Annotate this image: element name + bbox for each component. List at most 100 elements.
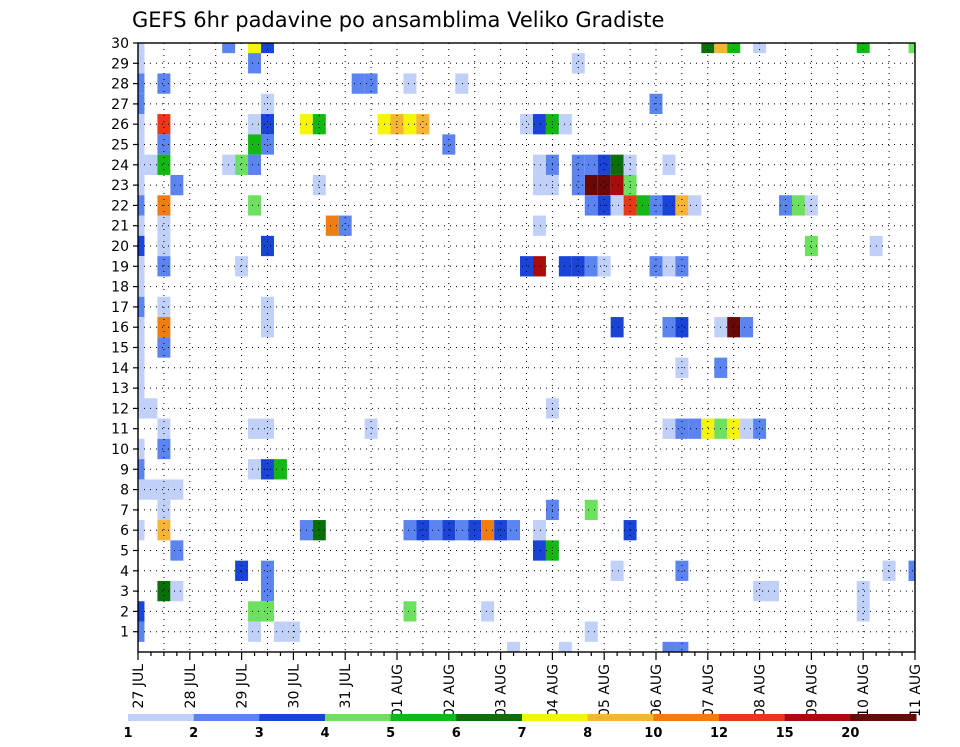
heatmap-cell (571, 174, 585, 196)
heatmap-cell (261, 134, 274, 155)
heatmap-cell (261, 43, 274, 54)
heatmap-cell (138, 134, 145, 155)
colorbar-label: 8 (583, 726, 592, 741)
heatmap-cell (170, 174, 184, 196)
colorbar-label: 1 (123, 726, 132, 741)
x-tick-label: 02 AUG (442, 664, 458, 717)
colorbar-swatch (719, 714, 786, 721)
heatmap-cell (138, 398, 145, 419)
x-tick-label: 27 JUL (131, 664, 147, 709)
heatmap-cell (662, 418, 676, 439)
heatmap-cell (610, 174, 624, 196)
heatmap-cell (740, 418, 754, 439)
heatmap-cell (610, 195, 624, 216)
heatmap-cell (273, 621, 287, 642)
y-tick-label: 26 (111, 117, 129, 133)
heatmap-cell (455, 520, 469, 541)
y-tick-label: 24 (111, 158, 129, 174)
heatmap-cell (532, 256, 546, 277)
heatmap-cell (804, 235, 818, 257)
y-tick-label: 7 (120, 503, 129, 519)
heatmap-cell (662, 195, 676, 216)
x-tick-label: 31 JUL (338, 664, 354, 709)
heatmap-cell (429, 520, 443, 541)
heatmap-cell (727, 43, 741, 54)
colorbar-swatch (587, 714, 654, 721)
heatmap-cell (481, 601, 495, 622)
heatmap-cell (662, 256, 676, 277)
heatmap-cell (261, 418, 274, 439)
x-tick-label: 10 AUG (856, 664, 872, 717)
y-tick-label: 12 (111, 401, 129, 417)
colorbar-swatch (390, 714, 457, 721)
heatmap-cell (138, 235, 145, 257)
heatmap-cell (908, 43, 915, 54)
heatmap-cell (138, 479, 145, 500)
heatmap-cell (170, 479, 184, 500)
heatmap-cell (584, 174, 598, 196)
heatmap-cell (138, 337, 145, 358)
heatmap-cell (597, 256, 611, 277)
x-tick-label: 30 JUL (286, 664, 302, 709)
heatmap-cell (908, 560, 915, 581)
heatmap-cell (235, 560, 249, 581)
colorbar-swatch (850, 714, 917, 721)
heatmap-cell (856, 601, 870, 622)
x-tick-label: 03 AUG (494, 664, 510, 717)
x-tick-label: 09 AUG (804, 664, 820, 717)
heatmap-cell (138, 317, 145, 338)
colorbar-label: 4 (320, 726, 329, 741)
heatmap-cell (261, 114, 274, 135)
heatmap-cell (571, 256, 585, 277)
heatmap-cell (532, 540, 546, 561)
y-axis: 1234567891011121314151617181920212223242… (111, 36, 138, 641)
heatmap-cell (442, 520, 456, 541)
heatmap-cell (403, 73, 417, 94)
heatmap-cell (157, 296, 171, 318)
heatmap-cell (403, 601, 417, 622)
heatmap-cell (157, 134, 171, 155)
heatmap-cell (610, 317, 624, 338)
heatmap-cell (416, 520, 430, 541)
colorbar-label: 6 (452, 726, 461, 741)
heatmap-cell (753, 418, 767, 439)
heatmap-cell (138, 357, 145, 378)
heatmap-cell (138, 114, 145, 135)
heatmap-cell (571, 154, 585, 175)
heatmap-cell (714, 43, 728, 54)
heatmap-cell (235, 256, 249, 277)
heatmap-cell (597, 174, 611, 196)
heatmap-cell (261, 560, 274, 581)
heatmap-cell (157, 580, 171, 602)
y-tick-label: 30 (111, 36, 129, 52)
heatmap-cell (532, 174, 546, 196)
heatmap-cell (558, 641, 572, 652)
heatmap-cell (157, 418, 171, 439)
x-tick-label: 01 AUG (390, 664, 406, 717)
heatmap-cell (248, 195, 262, 216)
colorbar-label: 7 (517, 726, 526, 741)
heatmap-cell (882, 560, 896, 581)
heatmap-cell (662, 154, 676, 175)
x-tick-label: 04 AUG (545, 664, 561, 717)
heatmap-cell (520, 114, 533, 135)
y-tick-label: 17 (111, 300, 129, 316)
heatmap-cell (170, 580, 184, 602)
y-tick-label: 8 (120, 483, 129, 499)
x-tick-label: 07 AUG (701, 664, 717, 717)
y-tick-label: 25 (111, 138, 129, 154)
colorbar-swatch (653, 714, 720, 721)
y-tick-label: 3 (120, 584, 129, 600)
heatmap-cell (675, 317, 689, 338)
heatmap-cell (740, 317, 754, 338)
heatmap-cell (312, 114, 326, 135)
heatmap-cell (584, 621, 598, 642)
heatmap-cells (138, 43, 915, 652)
x-tick-label: 29 JUL (235, 664, 251, 709)
heatmap-cell (138, 520, 145, 541)
heatmap-cell (138, 195, 145, 216)
heatmap-cell (856, 43, 870, 54)
heatmap-cell (584, 499, 598, 521)
heatmap-cell (157, 337, 171, 358)
